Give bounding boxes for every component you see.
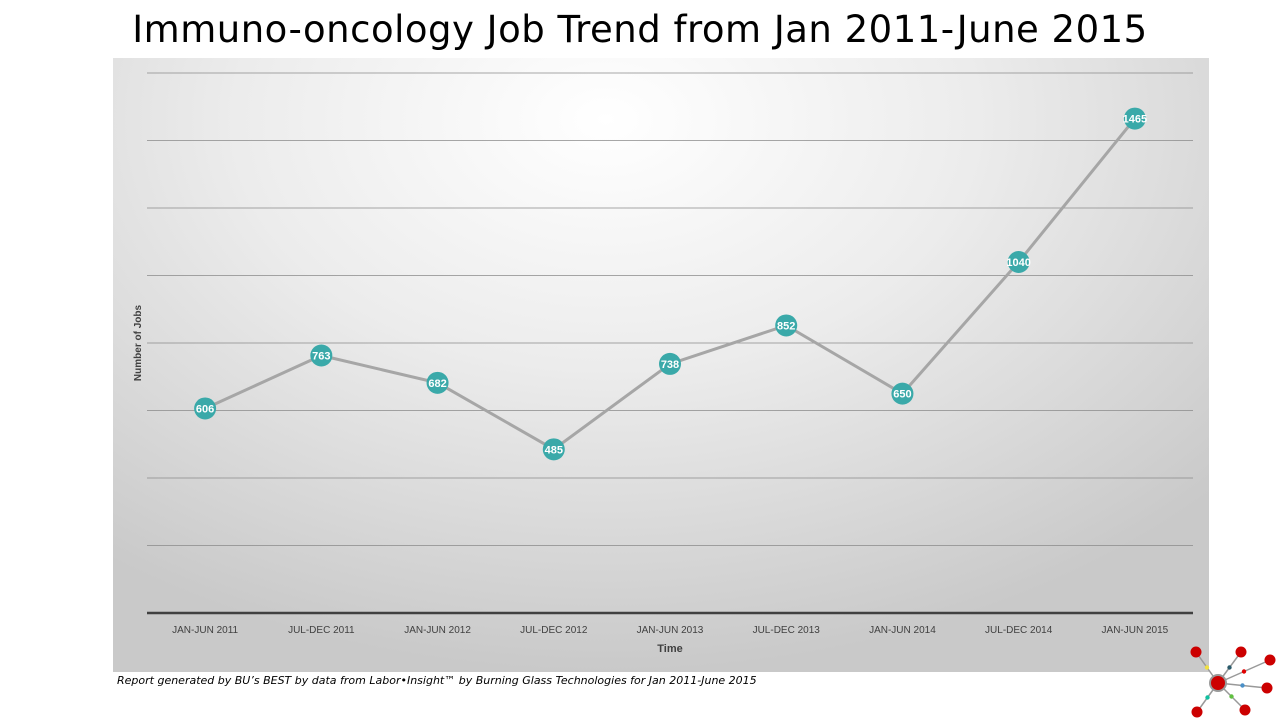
logo-dot bbox=[1204, 665, 1210, 670]
logo-node bbox=[1264, 654, 1276, 666]
data-marker bbox=[775, 314, 798, 337]
data-label: 852 bbox=[777, 320, 795, 332]
data-point: 1040 bbox=[1006, 251, 1031, 273]
data-marker bbox=[310, 344, 333, 367]
logo-center-node bbox=[1209, 674, 1227, 692]
logo-node bbox=[1261, 682, 1273, 694]
x-tick-label: JAN-JUN 2015 bbox=[1102, 625, 1169, 636]
logo-node bbox=[1191, 706, 1203, 718]
data-label: 485 bbox=[545, 444, 563, 456]
data-marker bbox=[426, 371, 449, 394]
logo-node bbox=[1190, 646, 1202, 658]
data-label: 650 bbox=[893, 389, 911, 401]
x-axis-label: Time bbox=[657, 643, 682, 655]
data-label: 1040 bbox=[1006, 257, 1030, 269]
data-marker bbox=[1123, 107, 1146, 130]
data-marker bbox=[891, 382, 914, 405]
y-axis-label: Number of Jobs bbox=[133, 305, 144, 382]
data-point: 1465 bbox=[1123, 107, 1147, 130]
footer-note: Report generated by BU’s BEST by data fr… bbox=[117, 674, 757, 687]
x-tick-label: JAN-JUN 2011 bbox=[172, 625, 238, 636]
x-tick-label: JAN-JUN 2013 bbox=[637, 625, 704, 636]
data-marker bbox=[659, 352, 681, 375]
data-label: 738 bbox=[661, 359, 679, 371]
data-marker bbox=[1007, 251, 1030, 273]
x-tick-label: JAN-JUN 2012 bbox=[404, 625, 471, 636]
chart-title: Immuno-oncology Job Trend from Jan 2011-… bbox=[132, 8, 1148, 51]
data-point: 606 bbox=[194, 397, 217, 420]
data-marker bbox=[542, 438, 565, 461]
network-nodes-logo bbox=[1190, 646, 1276, 718]
series-line bbox=[204, 117, 1137, 452]
x-tick-label: JAN-JUN 2014 bbox=[869, 625, 936, 636]
logo-node bbox=[1235, 646, 1247, 658]
x-tick-label: JUL-DEC 2011 bbox=[288, 625, 355, 636]
data-label: 606 bbox=[196, 403, 214, 415]
data-point: 682 bbox=[426, 371, 449, 394]
x-tick-label: JUL-DEC 2013 bbox=[753, 625, 821, 636]
data-point: 763 bbox=[310, 344, 333, 367]
logo-dot bbox=[1205, 695, 1210, 700]
data-point: 738 bbox=[659, 352, 681, 375]
data-label: 763 bbox=[312, 350, 330, 362]
data-label: 682 bbox=[428, 378, 446, 390]
logo-dot bbox=[1241, 669, 1247, 674]
data-label: 1465 bbox=[1123, 114, 1147, 126]
x-tick-label: JUL-DEC 2012 bbox=[520, 625, 588, 636]
data-point: 485 bbox=[542, 438, 565, 461]
logo-node bbox=[1239, 704, 1251, 716]
x-tick-label: JUL-DEC 2014 bbox=[985, 625, 1053, 636]
logo-dot bbox=[1240, 683, 1245, 688]
data-marker bbox=[194, 397, 217, 420]
logo-dot bbox=[1227, 665, 1232, 670]
data-point: 650 bbox=[891, 382, 914, 405]
data-point: 852 bbox=[775, 314, 798, 337]
logo-dot bbox=[1229, 694, 1234, 699]
